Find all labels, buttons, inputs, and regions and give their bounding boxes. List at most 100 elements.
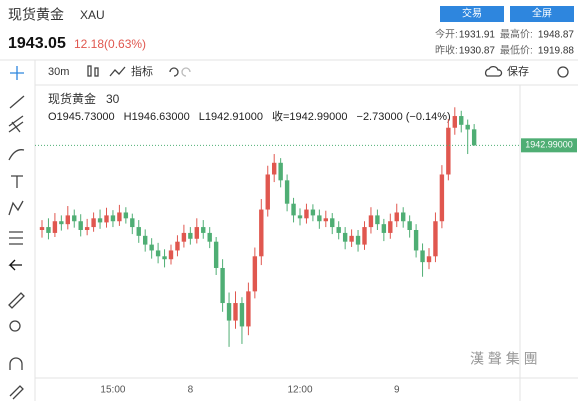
redo-icon[interactable] — [181, 67, 191, 77]
stat-value: 1948.87 — [538, 30, 575, 41]
candle-body — [471, 129, 477, 146]
candle-body — [452, 116, 457, 128]
line-tool[interactable] — [9, 95, 25, 109]
price-change: 12.18(0.63%) — [74, 37, 146, 51]
indicator-button[interactable]: 指标 — [131, 64, 153, 78]
stat-label: 最高价: — [500, 28, 533, 41]
back-tool[interactable] — [8, 259, 22, 271]
candle-body — [278, 162, 283, 181]
price-tag — [521, 138, 577, 153]
settings-icon[interactable] — [557, 66, 569, 78]
candle-body — [123, 212, 129, 219]
candle-body — [207, 232, 212, 242]
candle-body — [284, 180, 290, 204]
candle-body — [78, 221, 83, 230]
indicator-icon[interactable] — [109, 66, 126, 77]
candle-body — [104, 215, 109, 223]
candle-body — [220, 267, 225, 304]
fullscreen-button[interactable] — [510, 6, 574, 22]
x-tick-label: 8 — [188, 385, 194, 396]
ohlc-label: 收=1942.99000 — [272, 109, 348, 123]
brush-tool[interactable] — [8, 149, 25, 161]
candle-body — [149, 244, 154, 251]
candle-body — [459, 116, 464, 125]
candle-body — [194, 227, 199, 239]
candle-body — [168, 250, 174, 260]
candle-body — [162, 256, 167, 260]
candle-body — [349, 235, 354, 242]
save-button[interactable]: 保存 — [507, 64, 529, 78]
price-tag-label: 1942.99000 — [525, 140, 573, 150]
candle-body — [110, 215, 116, 222]
ohlc-label: H1946.63000 — [124, 111, 190, 123]
interval-button[interactable]: 30m — [48, 66, 69, 78]
candle-body — [407, 221, 412, 230]
ohlc-label: O1945.73000 — [48, 111, 115, 123]
candle-body — [355, 235, 361, 245]
candle-body — [375, 215, 380, 225]
cloud-icon[interactable] — [484, 65, 503, 77]
candle-body — [272, 162, 277, 175]
instrument-name: 现货黄金 — [8, 7, 64, 23]
candle-body — [265, 174, 270, 210]
undo-icon[interactable] — [169, 67, 179, 77]
candle-body — [72, 215, 77, 222]
prediction-tool[interactable] — [9, 231, 23, 245]
candle-type-icon[interactable] — [87, 65, 99, 77]
candle-body — [465, 124, 470, 130]
candle-body — [97, 218, 103, 223]
candle-body — [394, 212, 399, 222]
ruler-tool[interactable] — [8, 292, 25, 309]
legend-interval: 30 — [106, 92, 120, 106]
candle-body — [291, 203, 296, 216]
x-tick-label: 12:00 — [287, 385, 312, 396]
stat-label: 昨收: — [435, 44, 458, 57]
candle-body — [136, 227, 141, 236]
candle-body — [201, 227, 206, 233]
candle-body — [401, 212, 406, 222]
candle-body — [155, 250, 161, 257]
magnet-tool[interactable] — [9, 357, 23, 370]
fullscreen-button-label[interactable]: 全屏 — [532, 7, 552, 20]
stat-value: 1919.88 — [538, 46, 575, 57]
candle-body — [117, 212, 122, 222]
instrument-symbol: XAU — [80, 8, 105, 22]
trade-button-label[interactable]: 交易 — [462, 7, 482, 20]
pattern-tool[interactable] — [8, 200, 24, 216]
candle-body — [446, 127, 451, 175]
crosshair-tool[interactable] — [10, 66, 24, 80]
x-tick-label: 9 — [394, 385, 400, 396]
candle-body — [213, 241, 219, 268]
trade-button[interactable] — [440, 6, 504, 22]
candle-body — [188, 232, 193, 239]
candle-body — [65, 215, 70, 225]
candle-body — [433, 221, 438, 257]
stat-label: 今开: — [435, 28, 458, 41]
last-price: 1943.05 — [8, 35, 66, 52]
candle-body — [420, 250, 425, 263]
stat-value: 1931.91 — [459, 30, 496, 41]
lock-tool[interactable] — [9, 385, 24, 400]
stat-value: 1930.87 — [459, 46, 496, 57]
zoom-tool[interactable] — [9, 320, 21, 332]
x-tick-label: 15:00 — [100, 385, 125, 396]
candle-body — [317, 215, 322, 222]
candle-body — [59, 221, 64, 225]
candle-body — [323, 218, 328, 222]
candle-body — [246, 291, 251, 327]
candle-body — [226, 303, 232, 321]
candle-body — [388, 221, 393, 233]
candle-body — [336, 227, 341, 233]
candle-body — [175, 241, 180, 251]
candle-body — [39, 227, 45, 230]
candle-body — [130, 218, 135, 228]
candle-body — [233, 303, 238, 321]
fib-tool[interactable] — [8, 115, 24, 133]
candle-body — [439, 174, 445, 222]
candle-body — [362, 227, 367, 245]
text-tool[interactable] — [11, 175, 23, 188]
candle-body — [426, 256, 432, 263]
candle-body — [310, 209, 316, 216]
candle-body — [413, 230, 419, 251]
